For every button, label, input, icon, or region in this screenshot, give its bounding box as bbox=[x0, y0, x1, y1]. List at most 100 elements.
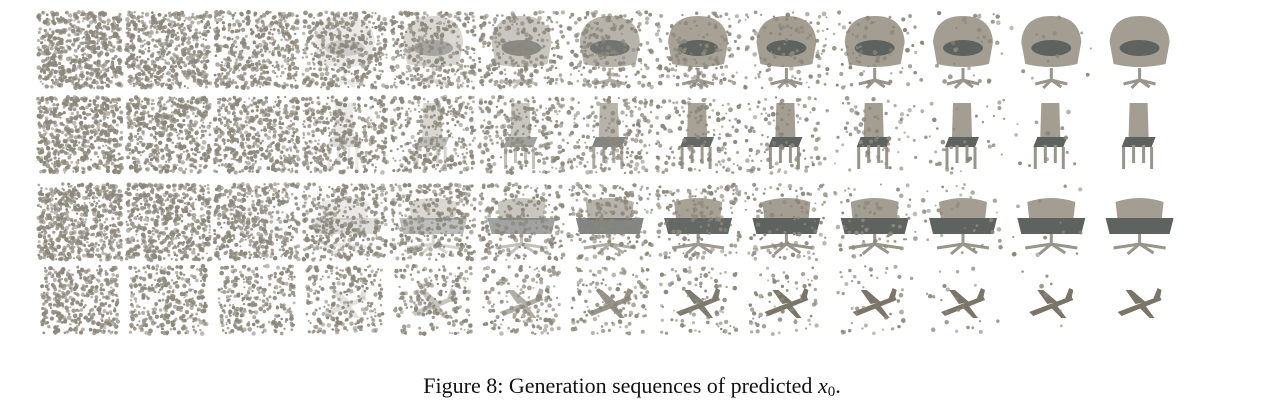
sample-armchair-step-12 bbox=[1009, 15, 1092, 90]
sample-office-chair-step-2 bbox=[124, 182, 213, 263]
noise-points bbox=[477, 95, 566, 175]
object-wings bbox=[507, 288, 544, 318]
noise-points bbox=[478, 182, 566, 262]
object-wings bbox=[330, 288, 367, 318]
sample-chair-step-3 bbox=[212, 95, 301, 175]
noise-points bbox=[570, 266, 650, 336]
object-seat bbox=[854, 40, 895, 56]
noise-points bbox=[920, 183, 1003, 255]
noise-points bbox=[36, 95, 124, 175]
object-wings bbox=[595, 288, 632, 318]
sample-airplane-step-8 bbox=[659, 266, 739, 335]
sample-armchair-step-3 bbox=[213, 9, 301, 90]
noise-points bbox=[744, 182, 828, 262]
sample-office-chair-step-13 bbox=[1105, 198, 1174, 256]
object-base bbox=[770, 68, 803, 90]
sample-office-chair-step-5 bbox=[389, 182, 477, 262]
sample-chair-step-11 bbox=[920, 98, 1006, 175]
object-seat bbox=[664, 218, 733, 234]
sample-airplane-step-11 bbox=[925, 266, 1000, 334]
noise-points bbox=[1011, 184, 1083, 258]
sample-chair-step-13 bbox=[1121, 103, 1156, 169]
noise-points bbox=[482, 264, 561, 336]
noise-points bbox=[566, 95, 654, 175]
object-legs bbox=[1033, 145, 1065, 169]
noise-points bbox=[748, 266, 819, 336]
object-seat bbox=[1119, 40, 1160, 56]
noise-points bbox=[919, 10, 1004, 84]
object-base bbox=[946, 68, 980, 90]
sample-armchair-step-2 bbox=[124, 10, 213, 91]
sample-chair-step-5 bbox=[389, 94, 477, 175]
sample-armchair-step-4 bbox=[301, 10, 390, 91]
object-back bbox=[762, 198, 811, 220]
object-seat bbox=[1033, 137, 1068, 147]
noise-points bbox=[833, 183, 918, 259]
object-legs bbox=[680, 145, 712, 169]
object-base bbox=[1123, 68, 1156, 90]
sample-office-chair-step-8 bbox=[655, 182, 742, 261]
sample-armchair-step-7 bbox=[566, 10, 654, 90]
object-fuselage bbox=[1029, 296, 1074, 316]
object-seat bbox=[1121, 137, 1156, 147]
object-seat bbox=[399, 218, 468, 234]
sample-office-chair-step-3 bbox=[212, 182, 301, 262]
sample-chair-step-4 bbox=[300, 94, 390, 175]
sample-airplane-step-5 bbox=[393, 264, 473, 336]
object-wings bbox=[949, 288, 985, 318]
object-seat bbox=[945, 137, 979, 147]
sample-armchair-step-11 bbox=[919, 10, 1004, 90]
object-back bbox=[1040, 103, 1061, 137]
object-back bbox=[598, 103, 619, 137]
noise-points bbox=[305, 264, 385, 335]
object-legs bbox=[945, 145, 977, 169]
object-seat bbox=[840, 218, 909, 234]
sample-chair-step-6 bbox=[477, 95, 566, 175]
object-wings bbox=[772, 288, 809, 318]
sample-armchair-step-10 bbox=[831, 10, 918, 90]
sample-office-chair-step-6 bbox=[478, 182, 566, 262]
object-back bbox=[1115, 198, 1164, 220]
object-wings bbox=[684, 288, 721, 318]
sample-chair-step-8 bbox=[655, 97, 743, 174]
noise-points bbox=[217, 263, 296, 336]
noise-points bbox=[1009, 15, 1092, 80]
object-back bbox=[863, 103, 884, 137]
noise-points bbox=[477, 10, 566, 90]
object-fuselage bbox=[676, 296, 721, 316]
object-seat bbox=[1105, 218, 1174, 234]
noise-points bbox=[301, 182, 389, 262]
object-fuselage bbox=[322, 296, 367, 316]
noise-points bbox=[1021, 270, 1063, 328]
object-seat bbox=[856, 137, 891, 147]
sample-armchair-step-13 bbox=[1109, 16, 1170, 90]
sample-office-chair-step-12 bbox=[1011, 184, 1086, 258]
noise-points bbox=[393, 264, 473, 336]
sample-armchair-step-5 bbox=[389, 10, 477, 90]
object-seat bbox=[678, 40, 719, 56]
object-wings bbox=[860, 288, 897, 318]
sample-armchair-step-8 bbox=[654, 11, 742, 90]
noise-points bbox=[655, 97, 743, 174]
object-back bbox=[775, 103, 796, 137]
sample-airplane-step-3 bbox=[217, 263, 296, 336]
object-wings bbox=[1125, 288, 1162, 318]
caption-subscript: 0 bbox=[827, 384, 836, 400]
object-back bbox=[952, 103, 972, 137]
sample-airplane-step-6 bbox=[482, 264, 561, 336]
object-legs bbox=[857, 145, 889, 169]
sample-airplane-step-10 bbox=[836, 264, 914, 336]
object-seat bbox=[487, 218, 556, 234]
generation-sequence-figure bbox=[36, 9, 1174, 336]
figure-caption: Figure 8: Generation sequences of predic… bbox=[0, 372, 1264, 406]
noise-points bbox=[566, 10, 654, 90]
object-base bbox=[1113, 234, 1166, 256]
object-fuselage bbox=[764, 296, 809, 316]
sample-office-chair-step-11 bbox=[920, 183, 1003, 256]
noise-points bbox=[213, 9, 301, 90]
sample-chair-step-12 bbox=[1014, 103, 1077, 169]
noise-points bbox=[925, 266, 1000, 334]
noise-points bbox=[833, 95, 918, 172]
object-back bbox=[850, 198, 899, 220]
noise-points bbox=[301, 10, 390, 91]
